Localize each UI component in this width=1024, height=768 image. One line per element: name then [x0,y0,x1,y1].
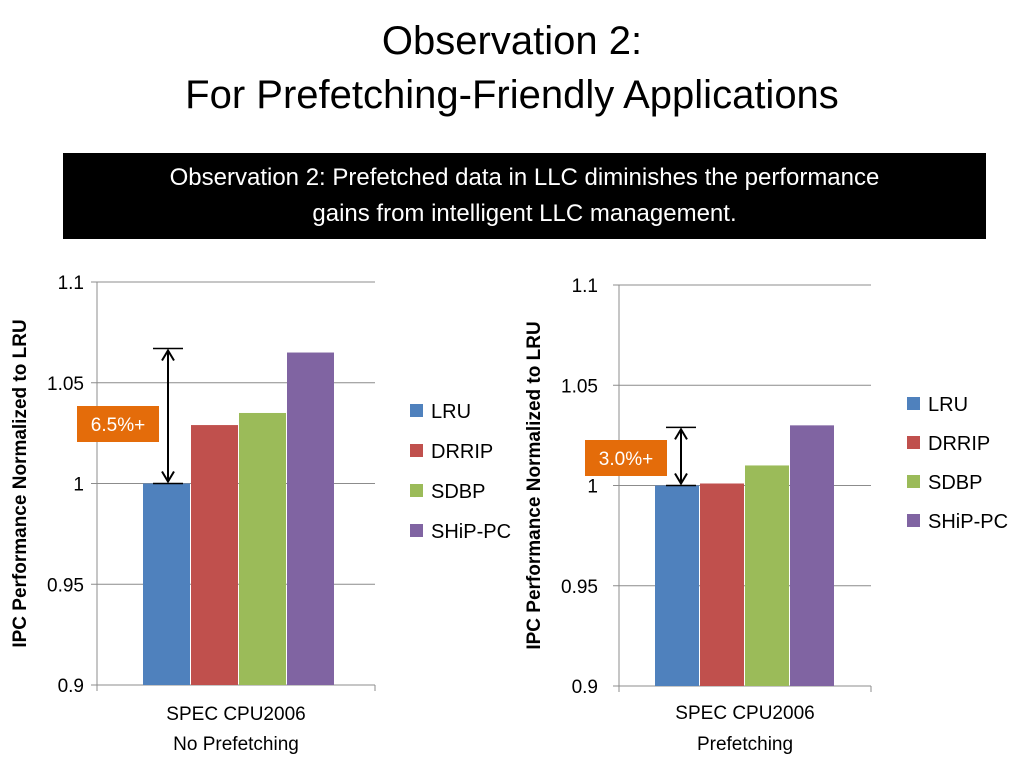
chart1-y-tick-label: 0.95 [47,575,84,596]
chart2-bar-sdbp [745,465,789,686]
chart2-legend-label: SHiP-PC [928,511,1008,533]
chart2-annotation-arrowhead-up [674,427,688,440]
chart2-annotation-arrowhead-down [674,472,688,486]
chart2-annotation-label: 3.0%+ [599,449,653,470]
slide-title: Observation 2: For Prefetching-Friendly … [0,14,1024,122]
chart2-legend-swatch [907,397,920,410]
chart2-legend-label: SDBP [928,472,982,494]
chart2-y-tick-label: 1 [587,477,598,498]
chart1-bar-sdbp [239,412,286,685]
chart1-legend-swatch [410,484,423,497]
chart2-y-tick-label: 1.05 [561,376,598,397]
chart1-category-label: SPEC CPU2006 [166,704,305,725]
chart1-legend-label: SHiP-PC [431,521,511,543]
chart2-y-tick-label: 0.9 [572,677,598,698]
chart1-annotation-callout [77,406,159,442]
chart2-y-tick-label: 0.95 [561,577,598,598]
chart2-legend-swatch [907,436,920,449]
chart2-legend-label: LRU [928,394,968,416]
chart2-bar-ship-pc [790,425,834,686]
chart1-legend-label: SDBP [431,481,485,503]
chart2-category-label: SPEC CPU2006 [675,703,814,724]
banner-line-1: Observation 2: Prefetched data in LLC di… [169,164,880,191]
chart1-legend-swatch [410,444,423,457]
chart1-legend-label: LRU [431,401,471,423]
chart2-category-label: Prefetching [697,734,793,755]
chart1-legend-swatch [410,404,423,417]
chart1-y-axis-title: IPC Performance Normalized to LRU [10,319,31,647]
chart2-legend-label: DRRIP [928,433,990,455]
chart1-legend-label: DRRIP [431,441,493,463]
chart1-annotation-arrowhead-down [161,470,175,484]
title-line-1: Observation 2: [381,19,643,63]
observation-banner: Observation 2: Prefetched data in LLC di… [63,153,986,239]
chart2-y-tick-label: 1.1 [572,276,598,297]
chart1-bar-ship-pc [287,352,334,685]
chart1-y-tick-label: 1.1 [58,273,84,294]
chart1-annotation-label: 6.5%+ [91,415,145,436]
chart1-annotation-arrowhead-up [161,348,175,362]
chart1-bar-lru [143,483,190,685]
banner-line-2: gains from intelligent LLC management. [312,200,737,227]
chart1-bar-drrip [191,425,238,685]
chart1-category-label: No Prefetching [173,734,299,755]
chart1-y-tick-label: 1.05 [47,374,84,395]
chart2-bar-lru [655,485,699,686]
chart1-y-tick-label: 0.9 [58,676,84,697]
title-line-2: For Prefetching-Friendly Applications [185,73,839,117]
chart2-annotation-callout [585,440,667,476]
chart2-bar-drrip [700,483,744,686]
chart2-y-axis-title: IPC Performance Normalized to LRU [524,321,545,649]
chart1-legend-swatch [410,524,423,537]
chart2-legend-swatch [907,475,920,488]
chart1-y-tick-label: 1 [73,475,84,496]
chart2-legend-swatch [907,514,920,527]
